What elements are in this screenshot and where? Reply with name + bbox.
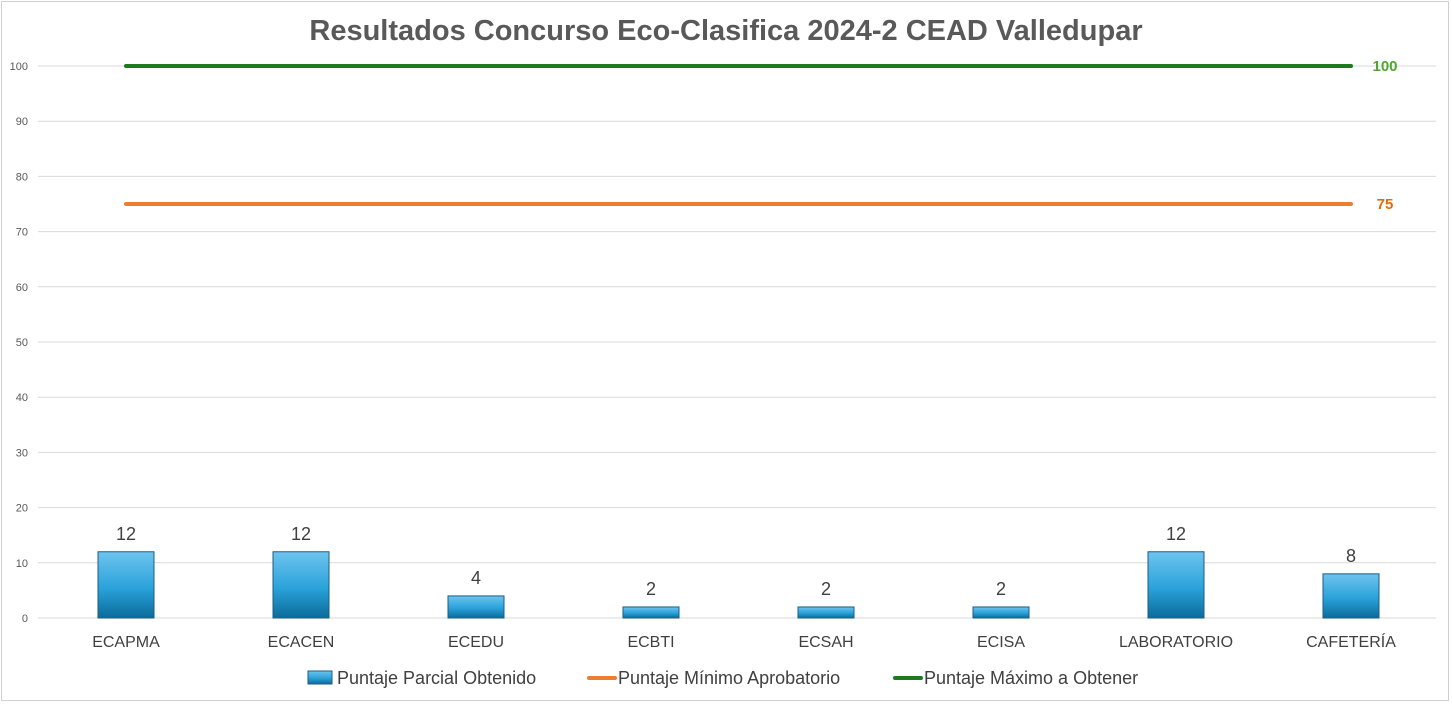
y-axis-ticks: 0 10 20 30 40 50 60 70 80 90 100 xyxy=(10,61,28,625)
bar xyxy=(1322,573,1380,619)
x-tick-label: ECAPMA xyxy=(92,634,160,651)
reference-lines: 75 100 xyxy=(124,58,1398,213)
bars: 12 12 4 2 2 2 12 8 xyxy=(97,524,1380,619)
bar xyxy=(622,606,680,619)
bar-data-label: 2 xyxy=(646,579,656,599)
x-tick-label: ECBTI xyxy=(627,634,674,651)
line-end-label: 75 xyxy=(1377,196,1394,213)
bar xyxy=(797,606,855,619)
bar xyxy=(272,551,330,619)
bar-data-label: 8 xyxy=(1346,546,1356,566)
y-tick-label: 90 xyxy=(16,116,28,128)
x-axis-labels: ECAPMA ECACEN ECEDU ECBTI ECSAH ECISA LABORATO… xyxy=(92,632,1396,651)
y-tick-label: 30 xyxy=(16,447,28,459)
y-tick-label: 0 xyxy=(22,613,28,625)
line-end-label: 100 xyxy=(1372,58,1397,75)
legend: Puntaje Parcial Obtenido Puntaje Mínimo A… xyxy=(307,668,1138,688)
x-tick-label: ECACEN xyxy=(268,634,335,651)
bar xyxy=(447,595,505,619)
y-tick-label: 10 xyxy=(16,558,28,570)
bar-data-label: 4 xyxy=(471,568,481,588)
chart-title: Resultados Concurso Eco-Clasifica 2024-2… xyxy=(309,15,1142,47)
gridlines xyxy=(38,65,1436,619)
y-tick-label: 100 xyxy=(10,61,28,73)
y-tick-label: 20 xyxy=(16,503,28,515)
x-tick-label: ECISA xyxy=(977,634,1025,651)
bar-data-label: 12 xyxy=(291,524,311,544)
bar-data-label: 2 xyxy=(996,579,1006,599)
y-tick-label: 40 xyxy=(16,392,28,404)
bar xyxy=(972,606,1030,619)
legend-label: Puntaje Máximo a Obtener xyxy=(924,668,1138,688)
bar-data-label: 2 xyxy=(821,579,831,599)
y-tick-label: 70 xyxy=(16,227,28,239)
x-tick-label: ECEDU xyxy=(448,634,504,651)
x-tick-label: CAFETERÍA xyxy=(1306,632,1396,651)
x-tick-label: ECSAH xyxy=(798,634,853,651)
y-tick-label: 50 xyxy=(16,337,28,349)
legend-label: Puntaje Parcial Obtenido xyxy=(337,668,536,688)
bar xyxy=(97,551,155,619)
bar-data-label: 12 xyxy=(116,524,136,544)
legend-label: Puntaje Mínimo Aprobatorio xyxy=(618,668,840,688)
legend-swatch xyxy=(307,670,333,685)
bar-data-label: 12 xyxy=(1166,524,1186,544)
y-tick-label: 80 xyxy=(16,171,28,183)
y-tick-label: 60 xyxy=(16,282,28,294)
bar xyxy=(1147,551,1205,619)
x-tick-label: LABORATORIO xyxy=(1119,634,1233,651)
